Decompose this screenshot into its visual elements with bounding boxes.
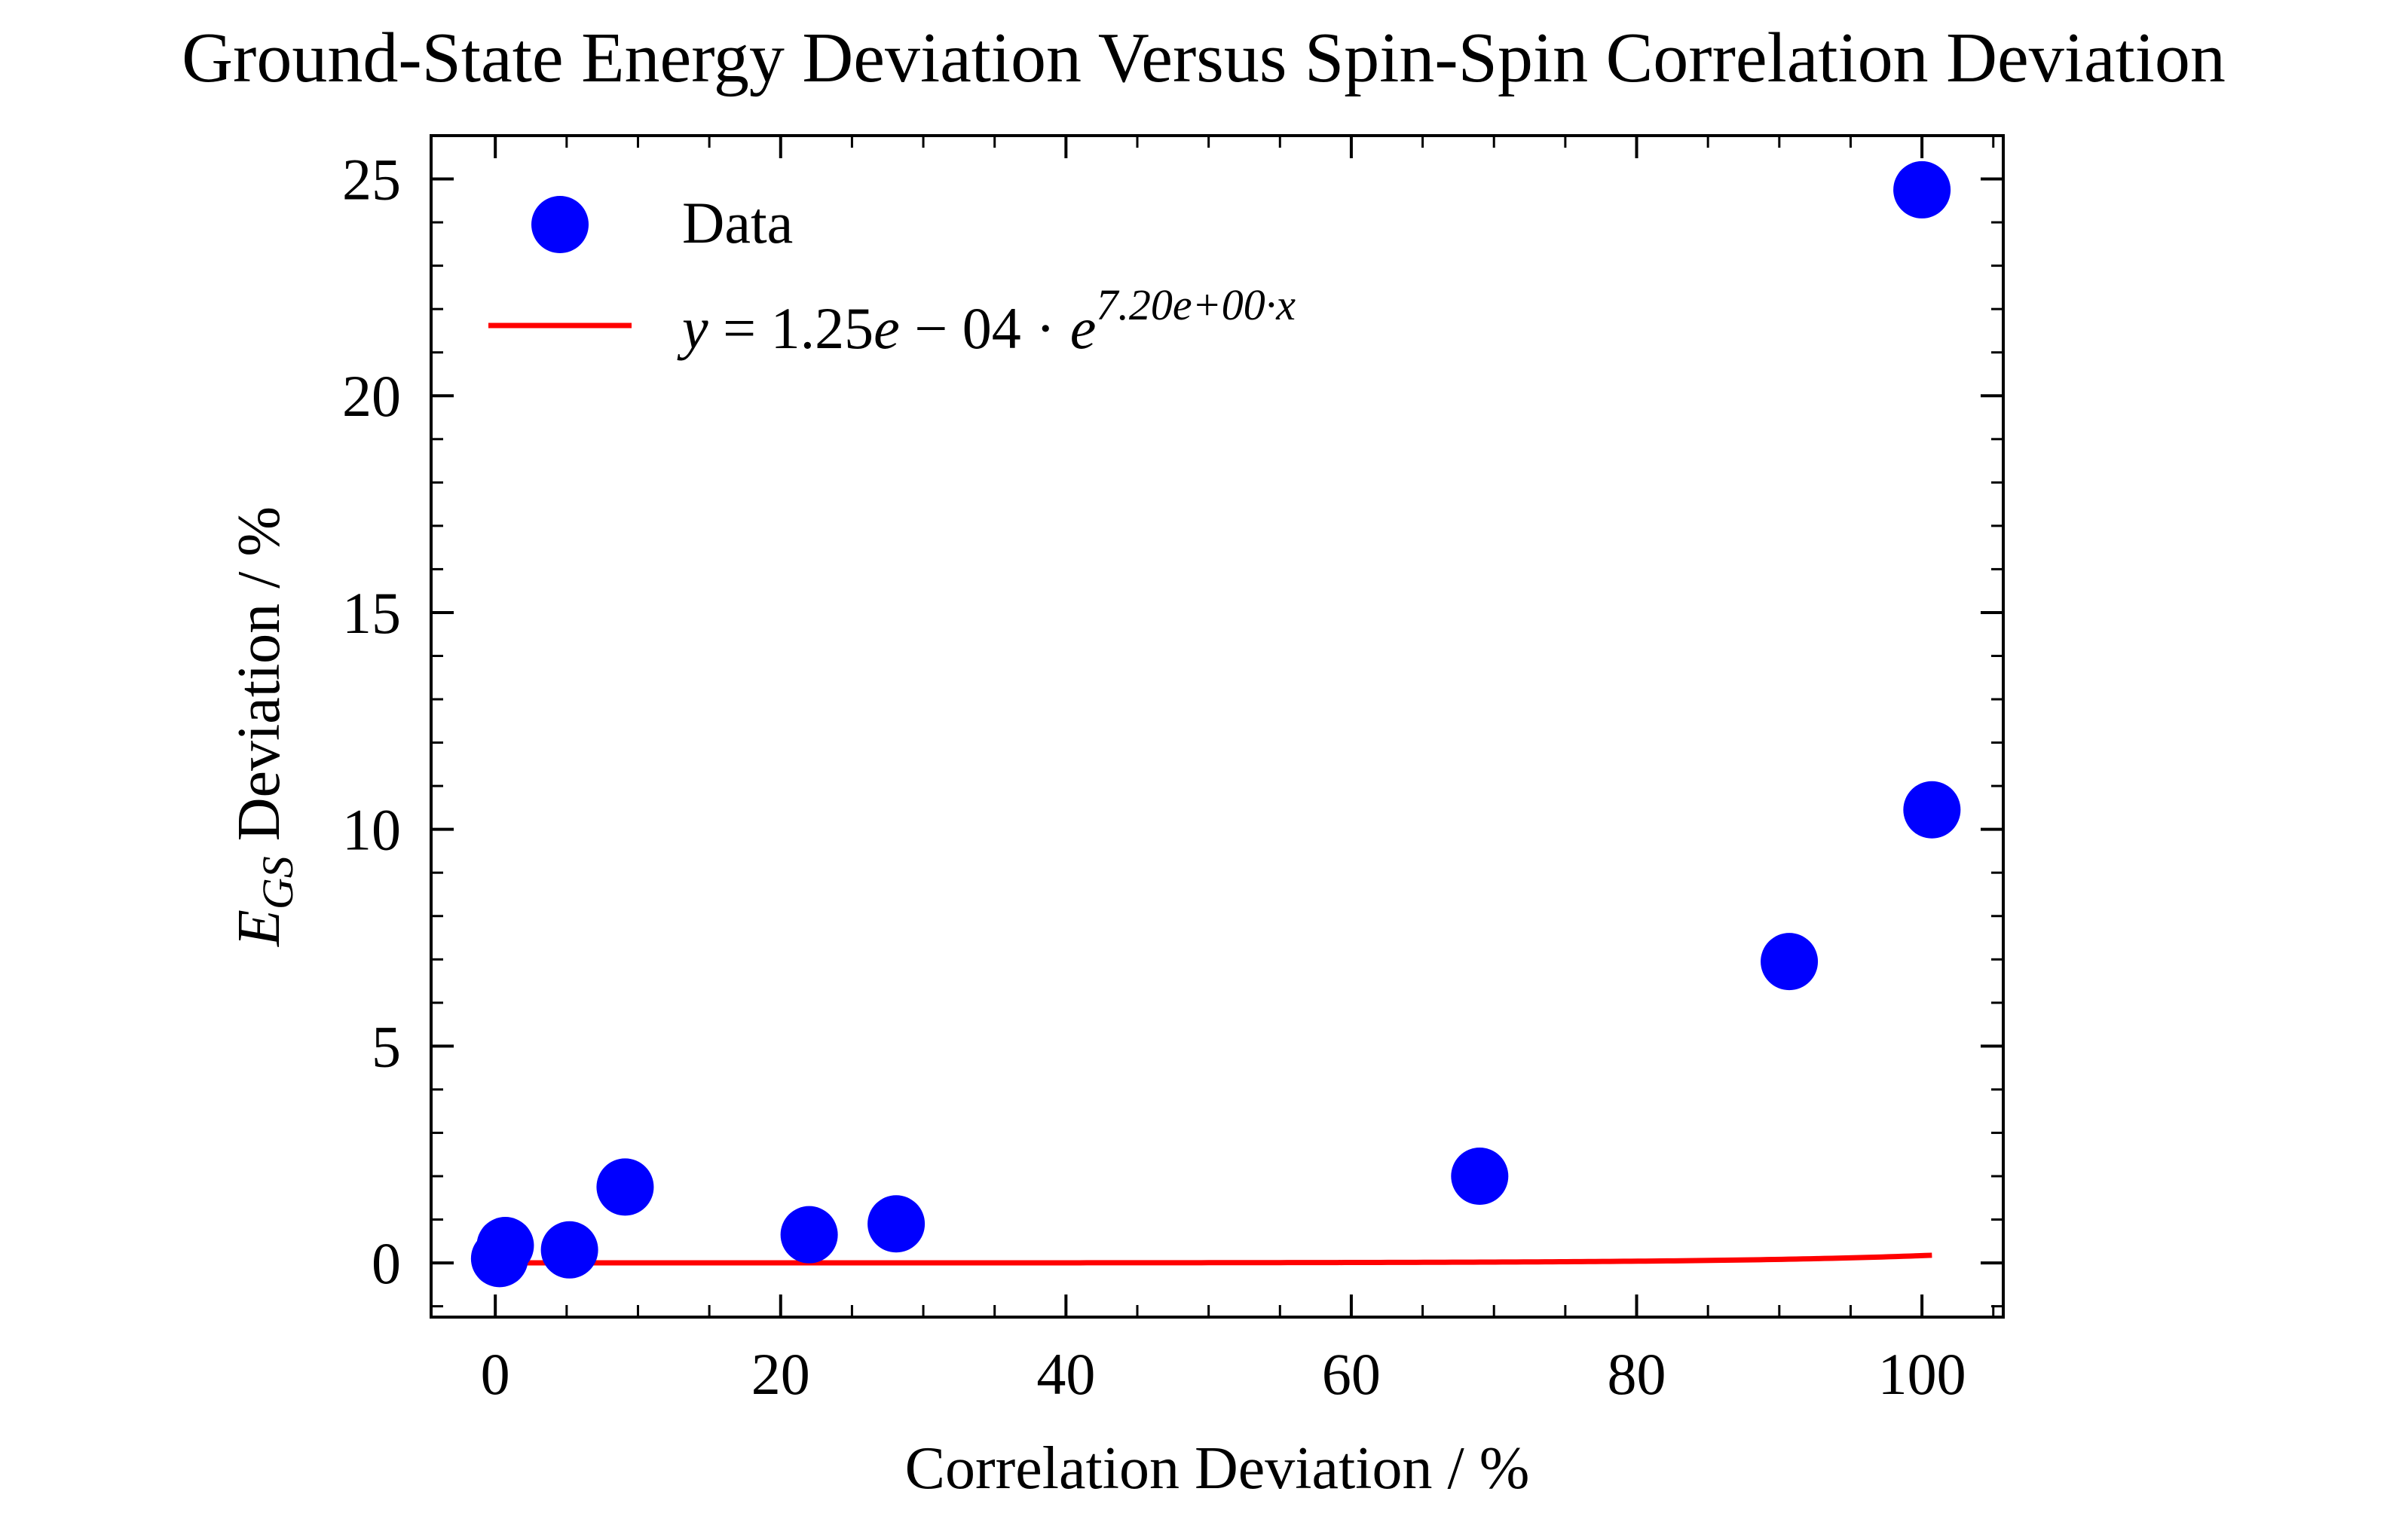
chart-title: Ground-State Energy Deviation Versus Spi… (182, 19, 2226, 97)
x-tick-label: 80 (1608, 1341, 1666, 1407)
y-tick-label: 10 (342, 797, 401, 863)
data-point (867, 1195, 926, 1253)
y-tick-label: 0 (372, 1230, 401, 1296)
data-point (1451, 1147, 1509, 1205)
x-tick-label: 0 (481, 1341, 510, 1407)
y-tick-label: 25 (342, 147, 401, 212)
y-tick-label: 15 (342, 580, 401, 646)
legend-fit-label: y = 1.25e − 04 · e7.20e+00·x (677, 280, 1296, 361)
legend-data-label: Data (682, 190, 793, 255)
y-tick-label: 20 (342, 363, 401, 429)
x-axis-label: Correlation Deviation / % (905, 1435, 1530, 1502)
data-point (476, 1217, 534, 1275)
svg-text:EGS Deviation / %: EGS Deviation / % (226, 506, 302, 947)
data-point (540, 1221, 598, 1279)
axis-ticks (431, 134, 2003, 1317)
axis-tick-labels: 0 20 40 60 80 100 0 5 10 15 20 25 (342, 147, 1966, 1407)
data-point (1903, 781, 1961, 839)
y-axis-label-symbol: E (226, 909, 292, 947)
data-point (596, 1158, 654, 1216)
plot-area: 0 20 40 60 80 100 0 5 10 15 20 25 (342, 134, 2005, 1407)
axes-frame (430, 134, 2005, 1319)
data-points (470, 160, 1961, 1288)
data-point (1761, 933, 1819, 991)
x-tick-label: 40 (1036, 1341, 1095, 1407)
x-tick-label: 100 (1878, 1341, 1966, 1407)
x-tick-label: 20 (751, 1341, 810, 1407)
y-axis-label-subscript: GS (253, 856, 302, 909)
data-point (780, 1206, 838, 1264)
y-axis-label: EGS Deviation / % (226, 506, 302, 947)
y-axis-label-text: Deviation / % (226, 506, 292, 856)
fit-curve (499, 1252, 1932, 1266)
data-point (1893, 160, 1951, 219)
y-tick-label: 5 (372, 1013, 401, 1079)
x-tick-label: 60 (1322, 1341, 1381, 1407)
legend: Data y = 1.25e − 04 · e7.20e+00·x (488, 190, 1296, 361)
legend-data-marker (531, 196, 589, 253)
